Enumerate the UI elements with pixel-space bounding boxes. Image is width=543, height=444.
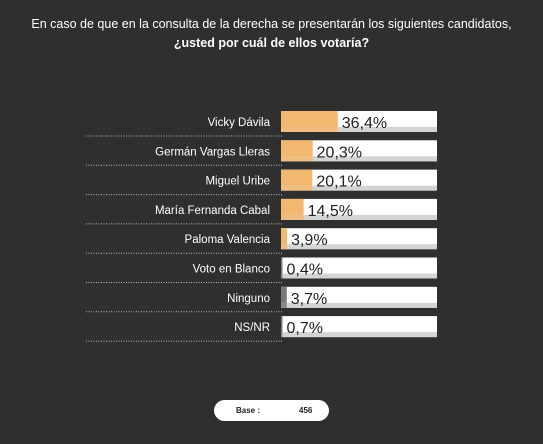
bar	[281, 198, 304, 215]
bar-row: María Fernanda Cabal 14,5%	[86, 198, 437, 225]
bar-row: NS/NR 0,7%	[86, 316, 437, 342]
value-label: 20,3%	[317, 144, 362, 161]
bar-track-shade	[281, 273, 437, 279]
bar-row: Voto en Blanco 0,4%	[86, 257, 437, 283]
bar-track	[281, 316, 437, 338]
bar-base	[281, 127, 338, 132]
category-label: Vicky Dávila	[208, 117, 271, 129]
bar-base	[281, 273, 283, 279]
bar-row: Vicky Dávila 36,4%	[86, 111, 437, 137]
bar-track-shade	[281, 185, 437, 191]
bar-track	[281, 198, 437, 220]
bar-base	[281, 332, 283, 338]
bar-track	[281, 228, 437, 250]
bar-row: Germán Vargas Lleras 20,3%	[86, 140, 437, 166]
bar	[281, 111, 338, 127]
bar-track-shade	[281, 214, 437, 220]
category-label: Voto en Blanco	[193, 264, 270, 276]
value-label: 3,7%	[291, 291, 327, 308]
bar-base	[281, 302, 287, 308]
value-label: 14,5%	[308, 203, 353, 220]
category-label: Germán Vargas Lleras	[155, 146, 270, 158]
chart-title-line2: ¿usted por cuál de ellos votaría?	[173, 36, 370, 50]
value-label: 36,4%	[342, 115, 387, 132]
bar-track-shade	[281, 332, 437, 338]
bar-track-shade	[281, 302, 437, 308]
chart-title-line1: En caso de que en la consulta de la dere…	[31, 17, 512, 31]
bar-base	[281, 214, 304, 220]
base-badge: Base : 456	[214, 400, 329, 421]
base-label: Base :	[236, 406, 261, 415]
category-label: María Fernanda Cabal	[155, 205, 270, 217]
bar	[281, 316, 283, 333]
category-label: Ninguno	[227, 293, 270, 305]
bar-track-shade	[281, 127, 437, 132]
bar-row: Miguel Uribe 20,1%	[86, 169, 437, 196]
category-label: NS/NR	[234, 322, 270, 334]
bar	[281, 286, 287, 303]
bar-track	[281, 169, 437, 191]
base-value: 456	[299, 406, 313, 415]
value-label: 3,9%	[291, 232, 327, 249]
bar-track	[281, 286, 437, 308]
bar	[281, 228, 288, 245]
bar-base	[281, 156, 313, 162]
value-label: 0,7%	[287, 320, 323, 337]
category-label: Paloma Valencia	[185, 234, 271, 246]
value-label: 20,1%	[316, 174, 361, 191]
bar-track	[281, 257, 437, 279]
bar-track-shade	[281, 156, 437, 162]
bar	[281, 257, 283, 274]
bar	[281, 169, 313, 186]
chart-title: En caso de que en la consulta de la dere…	[0, 15, 543, 53]
category-label: Miguel Uribe	[205, 176, 270, 188]
bar-row: Ninguno 3,7%	[86, 286, 437, 313]
bar-base	[281, 244, 288, 250]
bar-row: Paloma Valencia 3,9%	[86, 228, 437, 254]
value-label: 0,4%	[287, 262, 323, 279]
bar-track	[281, 140, 437, 162]
bar-base	[281, 185, 313, 191]
bar-track-shade	[281, 244, 437, 250]
bar	[281, 140, 313, 157]
